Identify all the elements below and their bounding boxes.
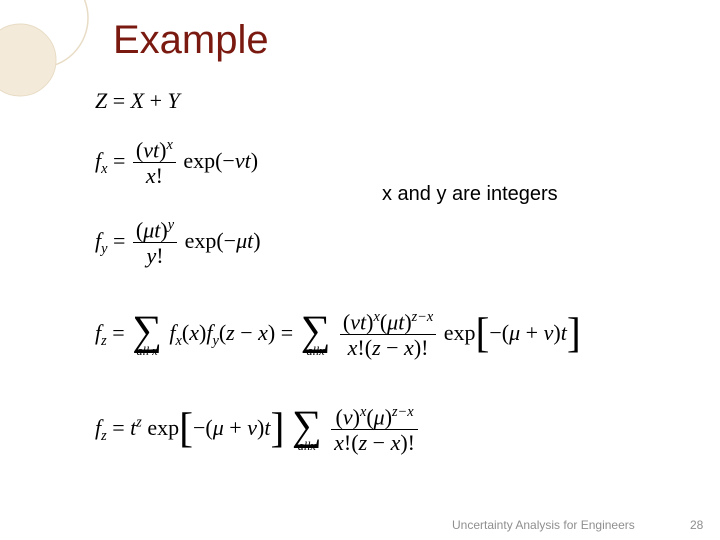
slide: Example Z = X + Y fx = (vt)xx! exp(−vt) … bbox=[0, 0, 720, 540]
slide-title: Example bbox=[113, 18, 269, 63]
equation-fz-sum: fz = ∑all x fx(x)fy(z − x) = ∑allx (vt)x… bbox=[95, 310, 581, 360]
equation-fx: fx = (vt)xx! exp(−vt) bbox=[95, 138, 258, 188]
deco-circle-large bbox=[0, 0, 88, 68]
corner-decoration bbox=[0, 0, 110, 110]
equation-z-def: Z = X + Y bbox=[95, 88, 180, 114]
equation-fy: fy = (μt)yy! exp(−μt) bbox=[95, 218, 261, 268]
deco-circle-small bbox=[0, 24, 56, 96]
equation-fz-final: fz = tz exp[−(μ + v)t] ∑allx (v)x(μ)z−xx… bbox=[95, 405, 420, 455]
page-number: 28 bbox=[690, 518, 703, 532]
note-integers: x and y are integers bbox=[382, 183, 558, 206]
footer-text: Uncertainty Analysis for Engineers bbox=[452, 518, 635, 532]
deco-circle-fill bbox=[0, 24, 56, 96]
